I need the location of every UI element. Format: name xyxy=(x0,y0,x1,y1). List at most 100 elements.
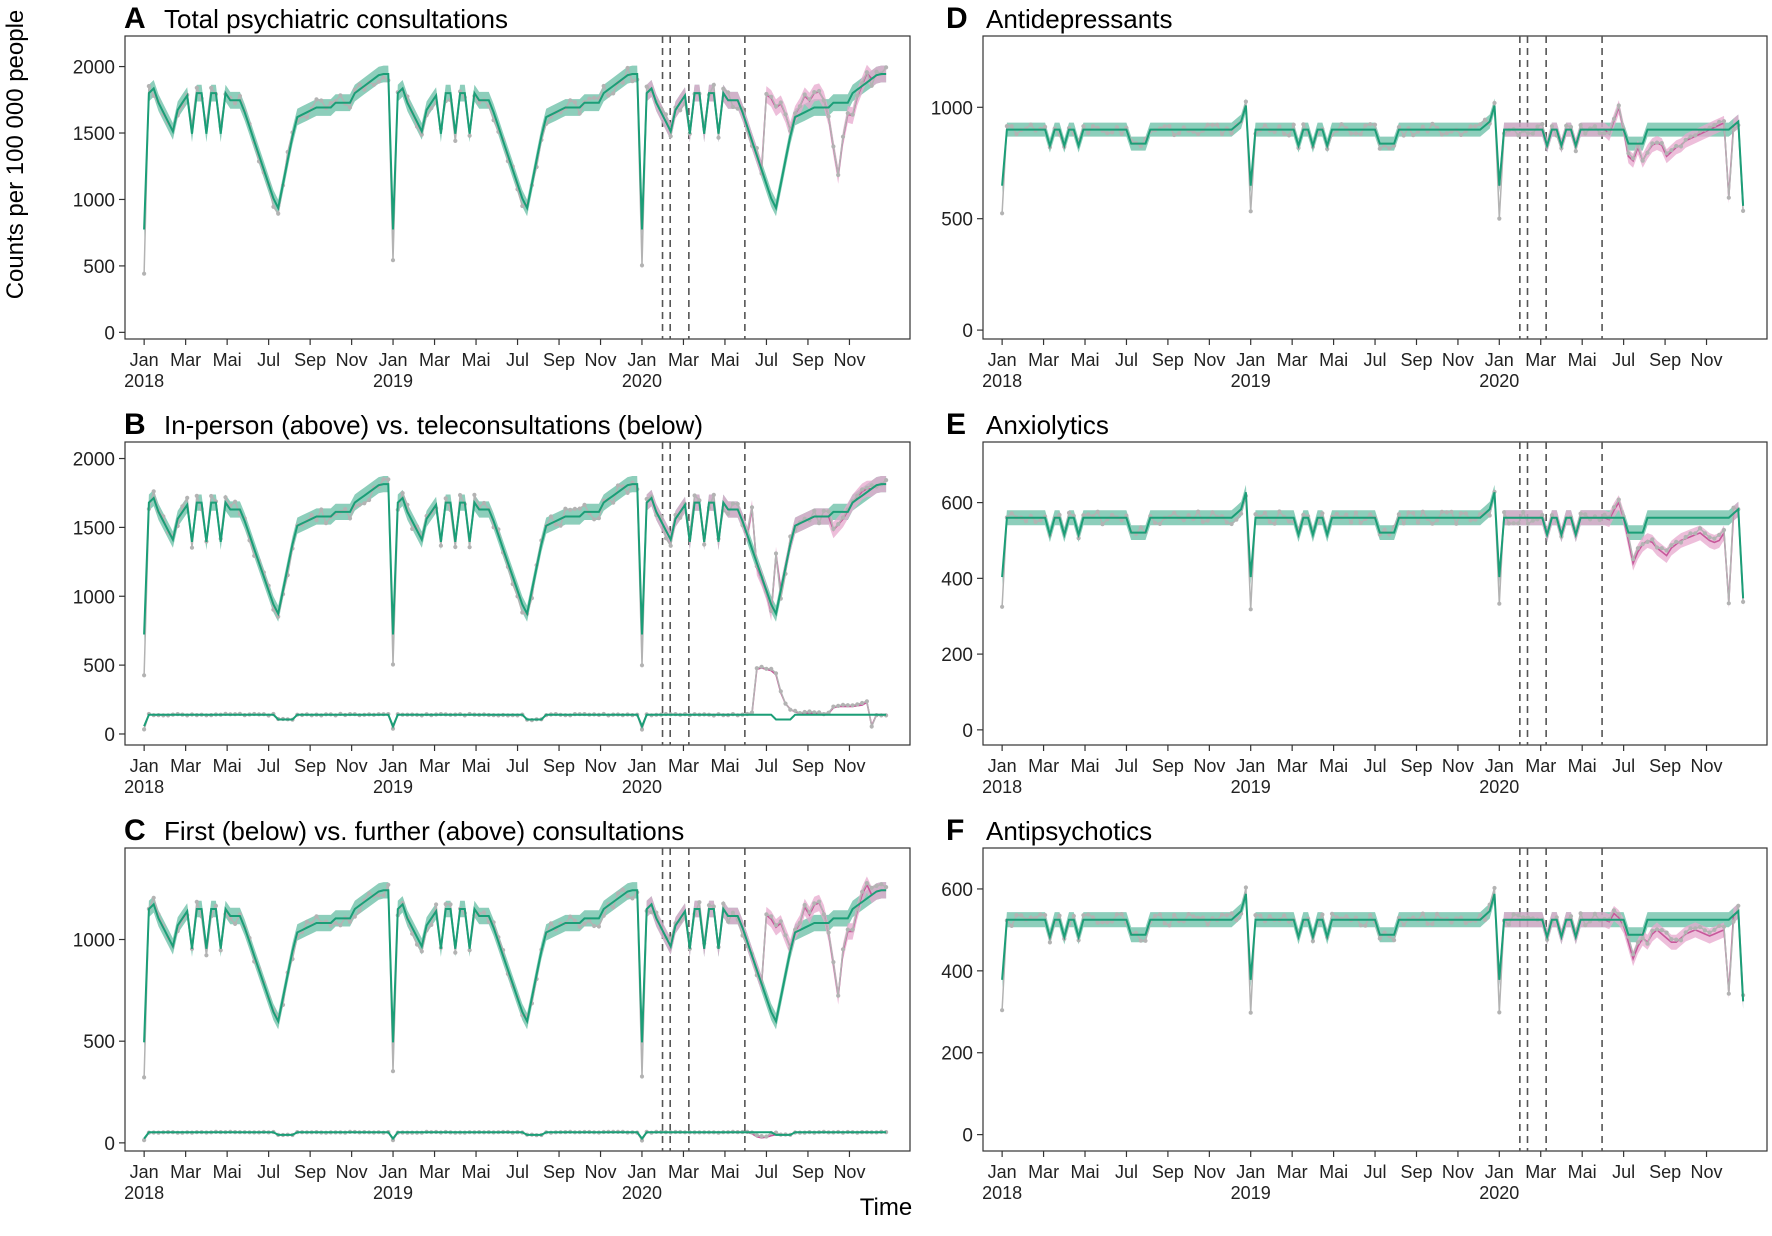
observed-point xyxy=(386,882,391,887)
observed-point xyxy=(850,927,855,932)
y-tick-label: 2000 xyxy=(73,450,115,471)
observed-point xyxy=(390,1069,396,1074)
observed-series xyxy=(143,881,887,1078)
panel-e: E Anxiolytics 0 200 400 600 Jan Mar Mai Jul Sep Nov… xyxy=(941,408,1768,797)
observed-point xyxy=(1105,920,1110,925)
observed-point xyxy=(817,899,822,904)
observed-point xyxy=(807,910,812,915)
observed-point xyxy=(1463,920,1468,926)
observed-point xyxy=(1071,913,1076,919)
observed-point xyxy=(1411,510,1416,516)
observed-point xyxy=(783,112,788,117)
observed-point xyxy=(146,84,151,89)
observed-point xyxy=(1583,512,1588,517)
observed-point xyxy=(1363,123,1368,128)
x-tick-label: Mai xyxy=(710,756,739,776)
observed-point xyxy=(1043,124,1048,129)
observed-point xyxy=(1000,211,1005,216)
observed-point xyxy=(1205,518,1210,523)
observed-point xyxy=(1688,926,1693,931)
observed-point xyxy=(639,727,645,732)
observed-point xyxy=(869,83,874,88)
x-year-label: 2020 xyxy=(1479,371,1519,391)
observed-point xyxy=(611,905,616,910)
model-line-main xyxy=(143,889,887,1043)
observed-point xyxy=(596,924,602,929)
observed-point xyxy=(1721,527,1727,533)
observed-point xyxy=(362,501,367,506)
observed-point xyxy=(443,902,448,907)
observed-point xyxy=(1415,520,1421,525)
observed-point xyxy=(1000,1008,1005,1013)
observed-point xyxy=(1004,124,1010,129)
observed-point xyxy=(1377,146,1382,151)
observed-point xyxy=(1693,531,1698,536)
observed-point xyxy=(606,93,611,98)
observed-point xyxy=(840,515,846,520)
observed-point xyxy=(869,885,874,890)
observed-point xyxy=(1229,911,1234,916)
observed-point xyxy=(1057,913,1062,918)
observed-point xyxy=(1549,124,1554,129)
observed-point xyxy=(357,502,362,507)
observed-point xyxy=(304,919,309,924)
observed-point xyxy=(448,902,453,907)
panel-letter: C xyxy=(124,814,146,847)
observed-point xyxy=(1114,125,1119,130)
observed-point xyxy=(1382,527,1387,532)
observed-point xyxy=(1396,512,1401,517)
panel-d: D Antidepressants 0 500 1000 Jan Mar Mai Jul Sep N… xyxy=(931,2,1768,391)
observed-point xyxy=(836,703,841,709)
observed-point xyxy=(807,97,812,102)
observed-point xyxy=(1435,911,1440,917)
x-tick-label: Mai xyxy=(213,350,242,370)
observed-point xyxy=(1683,534,1688,540)
observed-point xyxy=(840,134,846,139)
panel-b: B In-person (above) vs. teleconsultations… xyxy=(73,408,911,797)
x-tick-label: Jan xyxy=(379,756,408,776)
observed-point xyxy=(362,87,367,92)
observed-point xyxy=(869,724,874,729)
observed-point xyxy=(357,82,362,87)
x-tick-label: Jul xyxy=(1364,350,1387,370)
y-tick-label: 0 xyxy=(962,721,973,742)
x-tick-label: Mar xyxy=(170,350,201,370)
observed-point xyxy=(783,701,788,706)
observed-point xyxy=(1726,195,1731,200)
observed-point xyxy=(429,106,434,111)
observed-point xyxy=(1712,927,1717,933)
observed-point xyxy=(1286,133,1292,138)
observed-point xyxy=(1521,509,1526,515)
observed-point xyxy=(443,496,448,501)
observed-point xyxy=(821,508,826,513)
x-tick-label: Sep xyxy=(1152,1162,1184,1182)
observed-point xyxy=(1717,532,1722,538)
x-tick-label: Jan xyxy=(1485,756,1514,776)
observed-point xyxy=(802,902,807,908)
observed-point xyxy=(840,947,846,952)
observed-point xyxy=(381,893,386,898)
observed-point xyxy=(1028,915,1033,920)
observed-point xyxy=(615,483,621,488)
x-tick-label: Jul xyxy=(755,350,778,370)
observed-point xyxy=(855,493,860,498)
observed-point xyxy=(204,953,209,958)
observed-point xyxy=(271,204,276,209)
observed-point xyxy=(1650,537,1655,542)
observed-point xyxy=(1119,912,1124,917)
x-tick-label: Jan xyxy=(379,1162,408,1182)
observed-point xyxy=(209,85,214,90)
observed-point xyxy=(577,506,582,511)
model-line-flat xyxy=(143,1131,887,1141)
observed-point xyxy=(749,505,755,510)
observed-point xyxy=(735,106,740,111)
observed-point xyxy=(1568,124,1574,130)
observed-point xyxy=(1635,546,1640,551)
observed-point xyxy=(850,703,855,708)
observed-point xyxy=(1210,510,1215,515)
observed-point xyxy=(314,914,319,919)
observed-point xyxy=(1435,518,1440,523)
x-tick-label: Nov xyxy=(1691,350,1723,370)
observed-point xyxy=(1095,509,1100,514)
